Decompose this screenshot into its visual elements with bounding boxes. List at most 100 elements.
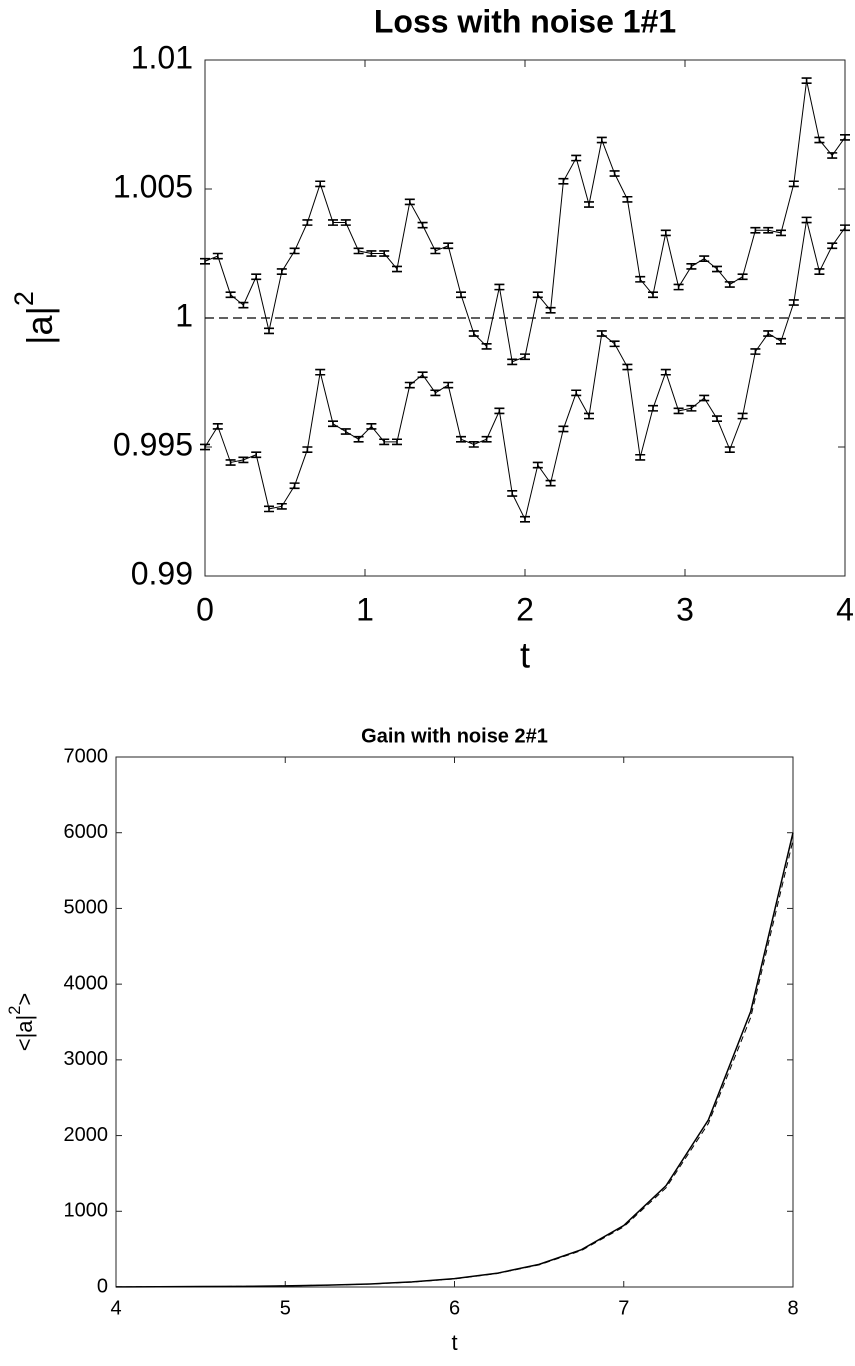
error-bar [737, 273, 748, 281]
error-bar [776, 229, 786, 237]
error-bar [468, 330, 479, 337]
error-bar [520, 515, 530, 523]
error-bar [251, 451, 262, 459]
error-bar [699, 255, 710, 263]
error-bar [443, 381, 454, 389]
y-tick-label: 6000 [64, 821, 109, 843]
chart: Loss with noise 1#1 0 1 2 3 4 0.99 0.995 1 1.005 1… [9, 3, 854, 675]
y-tick-label: 7000 [64, 745, 109, 767]
error-bar [699, 394, 710, 402]
error-bar [392, 438, 402, 446]
series-line [115, 832, 794, 1288]
error-bar [238, 301, 249, 309]
y-tick-label: 5000 [64, 897, 109, 919]
error-bar [212, 422, 223, 430]
error-bar [686, 263, 697, 270]
x-tick-label: 6 [449, 1297, 460, 1319]
error-bar [712, 415, 722, 422]
error-bar [200, 443, 210, 451]
x-tick-label: 7 [618, 1297, 629, 1319]
y-axis-label: |a|2 [9, 291, 60, 345]
error-bar [571, 389, 582, 397]
error-bar [737, 412, 748, 420]
y-label-after: > [12, 993, 37, 1006]
error-bar [596, 330, 607, 337]
error-bar [622, 195, 633, 203]
error-bar [251, 273, 262, 281]
error-bar [456, 291, 466, 299]
error-bar [366, 422, 377, 430]
error-bar [635, 453, 646, 461]
error-bar [724, 281, 735, 288]
error-bar [481, 435, 492, 443]
y-tick-label: 1000 [64, 1200, 109, 1222]
error-bar [827, 242, 838, 250]
y-tick-label: 1.005 [113, 168, 193, 204]
error-bar [328, 219, 338, 226]
error-bar [776, 337, 786, 345]
error-bar [801, 216, 812, 224]
error-bar [584, 412, 594, 420]
error-bar [443, 242, 454, 250]
error-bar [225, 291, 236, 299]
error-bar [558, 177, 569, 185]
error-bar [264, 327, 274, 335]
error-bar [507, 358, 518, 366]
series-line [204, 219, 846, 521]
y-tick-label: 4000 [64, 972, 109, 994]
error-bar [225, 459, 236, 466]
series-line [204, 80, 846, 363]
error-bar [840, 224, 850, 232]
x-tick-label: 8 [787, 1297, 798, 1319]
error-bar [584, 201, 594, 208]
error-bar [417, 221, 428, 229]
error-bar [379, 438, 390, 446]
error-bar [289, 482, 300, 490]
error-bar [750, 226, 761, 234]
error-bar [264, 505, 274, 513]
error-bar [200, 257, 210, 265]
error-bar [788, 299, 799, 306]
chart-title: Loss with noise 1#1 [374, 3, 676, 39]
x-axis-label: t [451, 1330, 457, 1355]
error-bar [404, 198, 415, 206]
series-line [115, 840, 794, 1288]
error-bar [660, 368, 671, 376]
y-tick-label: 1.01 [131, 39, 193, 75]
error-bar [609, 170, 620, 177]
error-bar [302, 446, 313, 453]
chart: Gain with noise 2#1 4 5 6 7 8 0 1000 2000 3000 400… [6, 725, 798, 1355]
error-bar [481, 343, 492, 350]
axes-box [204, 59, 846, 577]
error-bar [532, 291, 543, 299]
error-bar [648, 404, 658, 412]
error-bar [340, 219, 351, 226]
error-bar [456, 435, 466, 443]
y-axis-label: <|a|2> [6, 993, 36, 1052]
error-bar [430, 389, 441, 397]
error-bar [801, 77, 812, 85]
error-bar [328, 420, 338, 428]
x-tick-label: 3 [676, 591, 694, 627]
error-bar [763, 226, 774, 234]
error-bar [814, 268, 825, 275]
error-bar [571, 154, 582, 162]
error-bar [289, 247, 300, 255]
y-tick-label: 0.995 [113, 426, 193, 462]
error-bar [558, 425, 569, 433]
error-bar [673, 283, 684, 291]
error-bar [609, 340, 620, 348]
error-bar [379, 250, 390, 257]
error-bar [468, 441, 479, 448]
error-bar [340, 428, 351, 435]
error-bar [430, 247, 441, 255]
error-bar [532, 461, 543, 469]
error-bar [404, 381, 415, 389]
error-bar [315, 180, 326, 188]
error-bar [635, 275, 646, 283]
error-bar [763, 330, 774, 337]
error-bar [648, 291, 658, 299]
error-bar [276, 268, 287, 275]
axes-box [115, 756, 794, 1288]
